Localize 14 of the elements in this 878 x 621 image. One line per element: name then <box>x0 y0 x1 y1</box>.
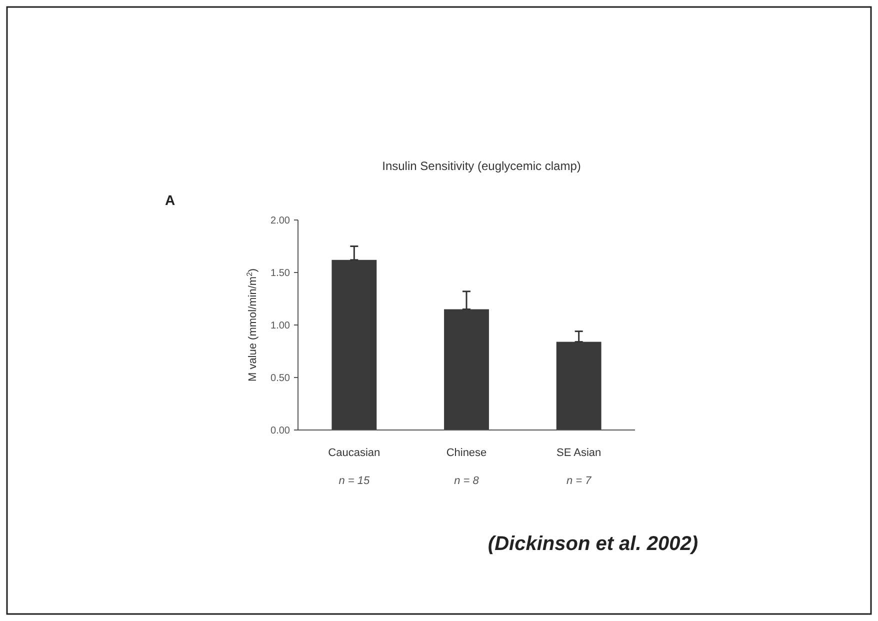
x-tick-label: SE Asian <box>556 447 602 459</box>
text: (Dickinson et al. 2002) <box>488 533 698 555</box>
y-tick-label: 1.00 <box>270 320 290 332</box>
y-tick-label: 0.50 <box>270 373 290 384</box>
y-tick-label: 0.00 <box>270 426 290 436</box>
y-tick-label: 2.00 <box>270 216 290 226</box>
text: n = 8 <box>454 475 480 487</box>
text: A <box>165 192 176 208</box>
x-tick-label: Caucasian <box>328 447 380 459</box>
y-tick-label: 1.50 <box>270 268 290 279</box>
x-tick-label: Chinese <box>446 447 487 459</box>
text: n = 15 <box>338 475 370 487</box>
chart-title: Insulin Sensitivity (euglycemic clamp) <box>382 159 581 173</box>
text: n = 7 <box>566 475 592 487</box>
